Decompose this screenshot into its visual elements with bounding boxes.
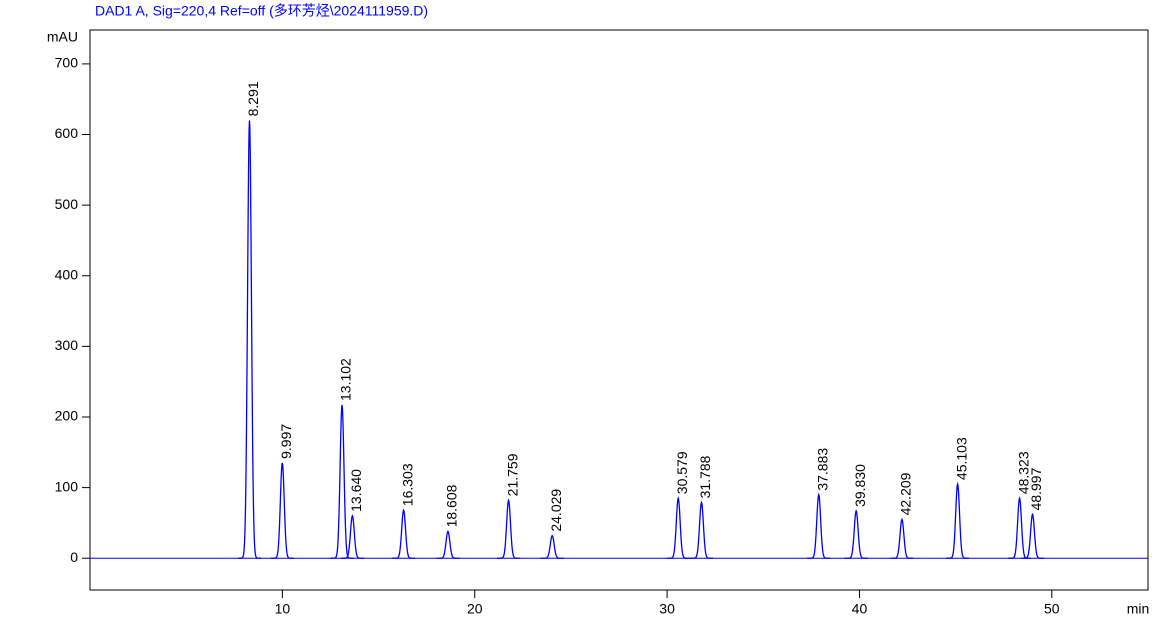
peak-label: 24.029: [548, 489, 564, 532]
peak-label: 48.997: [1028, 467, 1044, 510]
x-tick-label: 50: [1044, 601, 1060, 617]
x-axis-label: min: [1127, 601, 1150, 617]
peak: [340, 514, 364, 559]
y-tick-label: 0: [70, 549, 78, 565]
peak-label: 9.997: [278, 424, 294, 459]
peak: [330, 404, 354, 559]
peak-label: 39.830: [852, 464, 868, 507]
peak: [540, 534, 564, 559]
x-tick-label: 10: [275, 601, 291, 617]
peak-label: 30.579: [674, 451, 690, 494]
x-tick-label: 30: [659, 601, 675, 617]
peak: [844, 509, 868, 559]
peak-label: 48.323: [1015, 451, 1031, 494]
peak-label: 21.759: [504, 453, 520, 496]
y-axis-label: mAU: [47, 29, 78, 45]
x-tick-label: 40: [852, 601, 868, 617]
y-tick-label: 600: [55, 125, 79, 141]
y-tick-label: 700: [55, 55, 79, 71]
y-tick-label: 300: [55, 337, 79, 353]
peak-label: 18.608: [444, 484, 460, 527]
peak: [237, 120, 262, 559]
peak: [890, 517, 914, 559]
y-tick-label: 400: [55, 266, 79, 282]
peak-label: 8.291: [245, 81, 261, 116]
peak: [436, 530, 460, 559]
x-tick-label: 20: [467, 601, 483, 617]
peak-label: 45.103: [953, 437, 969, 480]
peak: [497, 498, 521, 559]
peak-label: 13.102: [338, 358, 354, 401]
peak: [666, 496, 690, 559]
peak: [689, 500, 714, 559]
peak-label: 31.788: [697, 455, 713, 498]
peak-label: 16.303: [399, 463, 415, 506]
y-tick-label: 100: [55, 478, 79, 494]
peak: [807, 492, 831, 559]
peak-label: 42.209: [898, 472, 914, 515]
peak: [1008, 496, 1032, 559]
peak: [946, 481, 970, 559]
peak: [1020, 512, 1045, 559]
peak: [270, 462, 294, 559]
y-tick-label: 200: [55, 408, 79, 424]
peak-label: 13.640: [348, 469, 364, 512]
peak-label: 37.883: [814, 448, 830, 491]
plot-frame: [89, 29, 1149, 591]
peak: [392, 508, 416, 559]
y-tick-label: 500: [55, 196, 79, 212]
chart-title: DAD1 A, Sig=220,4 Ref=off (多环芳烃\20241119…: [95, 3, 428, 19]
